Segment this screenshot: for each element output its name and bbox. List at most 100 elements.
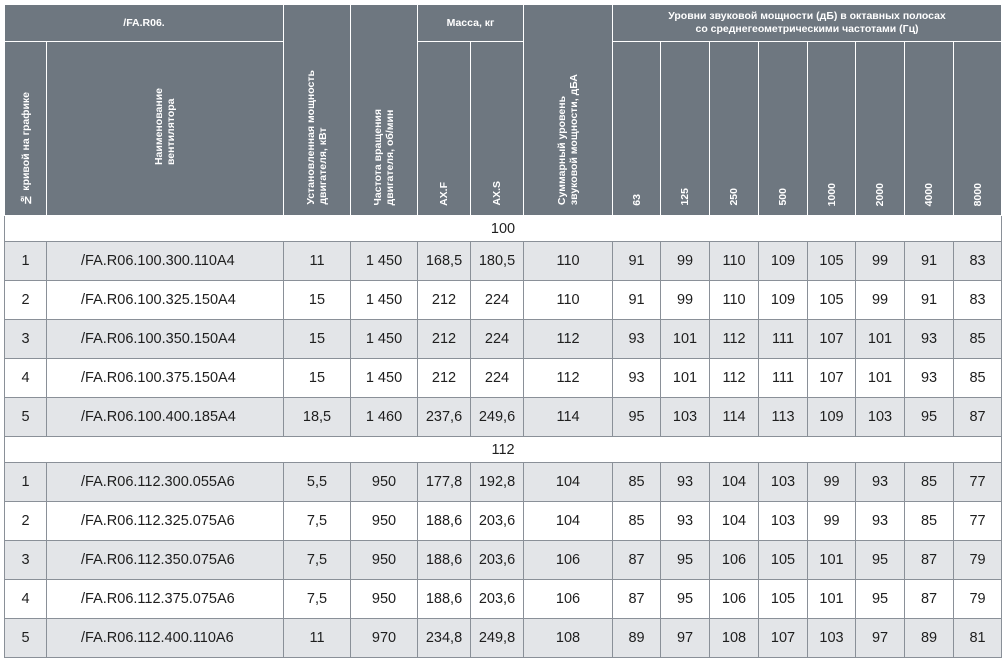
mass-s-cell: 203,6	[469, 579, 525, 619]
octave-band-cell: 99	[807, 462, 857, 502]
freq-header: 8000	[953, 41, 1003, 216]
octave-band-cell: 91	[612, 241, 662, 281]
speed-cell: 950	[350, 579, 418, 619]
curve-number-cell: 3	[4, 319, 47, 359]
octave-band-cell: 108	[709, 618, 760, 658]
octave-band-cell: 101	[807, 540, 857, 580]
fan-name-header: Наименование вентилятора	[46, 41, 284, 216]
octave-band-cell: 93	[660, 501, 711, 541]
mass-f-header: AX.F	[417, 41, 471, 216]
freq-header: 250	[709, 41, 760, 216]
mass-f-cell: 188,6	[417, 579, 471, 619]
mass-f-cell: 234,8	[417, 618, 471, 658]
total-sound-cell: 106	[523, 579, 614, 619]
mass-s-cell: 203,6	[469, 501, 525, 541]
curve-number-cell: 5	[4, 618, 47, 658]
octave-band-cell: 101	[660, 358, 711, 398]
octave-band-cell: 103	[855, 397, 906, 437]
octave-band-cell: 95	[855, 579, 906, 619]
table-row: 3/FA.R06.112.350.075A6 7,5 950 188,6 203,6 10…	[4, 540, 1003, 580]
octave-band-cell: 103	[660, 397, 711, 437]
table-row: 2/FA.R06.112.325.075A6 7,5 950 188,6 203,6 10…	[4, 501, 1003, 541]
motor-power-cell: 11	[283, 241, 351, 281]
octave-band-cell: 104	[709, 501, 760, 541]
octave-band-cell: 95	[904, 397, 955, 437]
octave-band-cell: 99	[660, 241, 711, 281]
total-sound-header-label: Суммарный уровень звуковой мощности, дБА	[556, 73, 581, 205]
octave-band-cell: 89	[612, 618, 662, 658]
fan-name-cell: /FA.R06.100.325.150A4	[46, 280, 284, 320]
octave-band-cell: 91	[612, 280, 662, 320]
motor-power-cell: 15	[283, 319, 351, 359]
fan-name-cell: /FA.R06.112.300.055A6	[46, 462, 284, 502]
octave-band-cell: 114	[709, 397, 760, 437]
speed-cell: 950	[350, 501, 418, 541]
curve-number-cell: 1	[4, 462, 47, 502]
octave-band-cell: 106	[709, 540, 760, 580]
octave-band-cell: 91	[904, 280, 955, 320]
total-sound-header: Суммарный уровень звуковой мощности, дБА	[523, 4, 614, 216]
octave-band-cell: 95	[660, 540, 711, 580]
octave-band-cell: 81	[953, 618, 1003, 658]
speed-cell: 1 450	[350, 280, 418, 320]
mass-f-cell: 212	[417, 358, 471, 398]
octave-band-cell: 112	[709, 319, 760, 359]
octave-band-cell: 93	[612, 358, 662, 398]
table-row: 5/FA.R06.112.400.110A6 11 970 234,8 249,8 108…	[4, 618, 1003, 658]
freq-header: 2000	[855, 41, 906, 216]
octave-band-cell: 95	[855, 540, 906, 580]
table-row: 4/FA.R06.100.375.150A4 15 1 450 212 224 112 93…	[4, 358, 1003, 398]
octave-header: Уровни звуковой мощности (дБ) в октавных…	[612, 4, 1003, 42]
fan-name-cell: /FA.R06.100.300.110A4	[46, 241, 284, 281]
total-sound-cell: 112	[523, 358, 614, 398]
octave-band-cell: 87	[904, 540, 955, 580]
series-header: /FA.R06.	[4, 4, 284, 42]
mass-s-header-label: AX.S	[491, 181, 503, 206]
mass-s-cell: 203,6	[469, 540, 525, 580]
freq-header-label: 4000	[923, 182, 936, 206]
mass-f-cell: 237,6	[417, 397, 471, 437]
octave-band-cell: 93	[612, 319, 662, 359]
motor-power-cell: 18,5	[283, 397, 351, 437]
octave-band-cell: 83	[953, 280, 1003, 320]
table-row: 5/FA.R06.100.400.185A4 18,5 1 460 237,6 249,…	[4, 397, 1003, 437]
mass-f-header-label: AX.F	[438, 182, 450, 206]
octave-band-cell: 85	[953, 319, 1003, 359]
octave-band-cell: 77	[953, 501, 1003, 541]
octave-band-cell: 105	[807, 241, 857, 281]
octave-band-cell: 95	[612, 397, 662, 437]
mass-f-cell: 168,5	[417, 241, 471, 281]
motor-power-cell: 7,5	[283, 501, 351, 541]
mass-s-cell: 249,6	[469, 397, 525, 437]
octave-band-cell: 99	[855, 280, 906, 320]
mass-f-cell: 212	[417, 280, 471, 320]
octave-band-cell: 99	[855, 241, 906, 281]
octave-band-cell: 93	[660, 462, 711, 502]
octave-band-cell: 85	[953, 358, 1003, 398]
fan-name-cell: /FA.R06.112.350.075A6	[46, 540, 284, 580]
octave-band-cell: 99	[807, 501, 857, 541]
group-row: 112	[3, 436, 1003, 463]
octave-band-cell: 95	[660, 579, 711, 619]
freq-header: 4000	[904, 41, 955, 216]
octave-band-cell: 99	[660, 280, 711, 320]
curve-number-cell: 2	[4, 501, 47, 541]
speed-cell: 950	[350, 540, 418, 580]
octave-band-cell: 87	[953, 397, 1003, 437]
fan-name-cell: /FA.R06.100.375.150A4	[46, 358, 284, 398]
octave-band-cell: 111	[758, 319, 809, 359]
table-body: 100 1/FA.R06.100.300.110A4 11 1 450 168,5 180…	[3, 215, 1003, 658]
curve-number-cell: 4	[4, 579, 47, 619]
octave-band-cell: 87	[612, 540, 662, 580]
octave-band-cell: 111	[758, 358, 809, 398]
octave-band-cell: 79	[953, 540, 1003, 580]
fan-name-cell: /FA.R06.100.400.185A4	[46, 397, 284, 437]
mass-f-cell: 188,6	[417, 540, 471, 580]
freq-header: 500	[758, 41, 809, 216]
fan-name-cell: /FA.R06.112.375.075A6	[46, 579, 284, 619]
octave-band-cell: 105	[758, 540, 809, 580]
speed-cell: 1 450	[350, 319, 418, 359]
octave-band-cell: 101	[660, 319, 711, 359]
fan-spec-table: /FA.R06. Установленная мощность двигател…	[3, 4, 1003, 658]
octave-band-cell: 93	[855, 501, 906, 541]
